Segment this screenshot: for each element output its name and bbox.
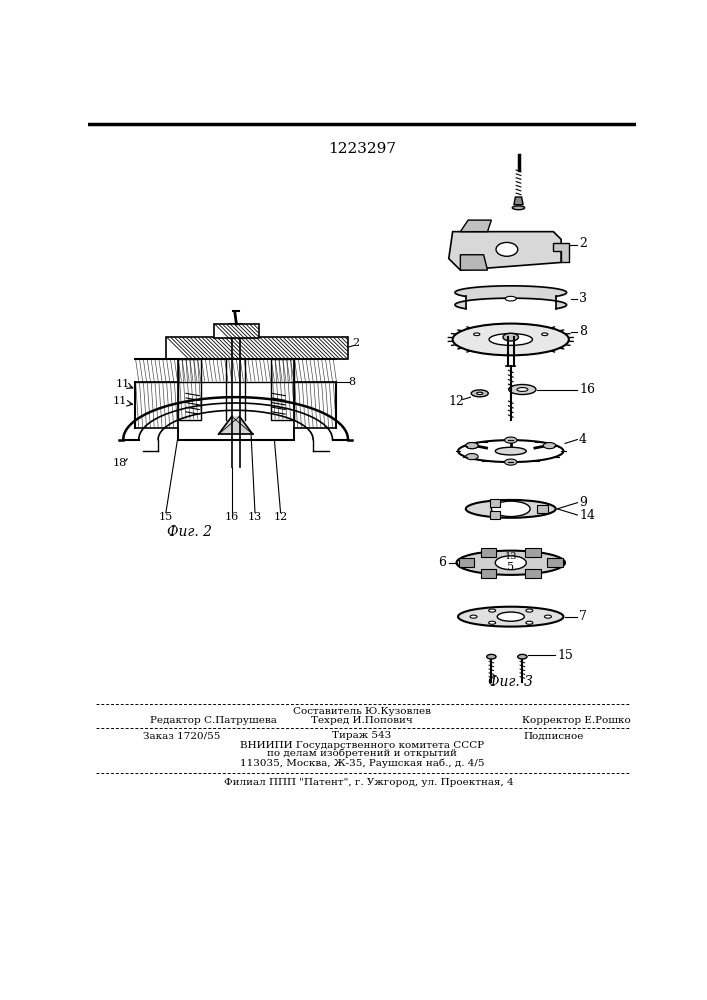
- Bar: [489, 499, 501, 507]
- Ellipse shape: [495, 447, 526, 455]
- Text: 5: 5: [507, 562, 514, 572]
- Text: по делам изобретений и открытий: по делам изобретений и открытий: [267, 749, 457, 758]
- Text: 4: 4: [579, 433, 587, 446]
- Text: 12: 12: [448, 395, 464, 408]
- Text: Заказ 1720/55: Заказ 1720/55: [143, 732, 220, 740]
- Polygon shape: [271, 359, 293, 420]
- Text: Корректор Е.Рошко: Корректор Е.Рошко: [522, 716, 631, 725]
- Polygon shape: [525, 548, 541, 557]
- Polygon shape: [547, 558, 563, 567]
- Polygon shape: [481, 569, 496, 578]
- Bar: [271, 359, 293, 420]
- Text: 7: 7: [579, 610, 587, 623]
- Polygon shape: [449, 232, 561, 270]
- Ellipse shape: [474, 333, 480, 336]
- Text: Подписное: Подписное: [523, 732, 583, 740]
- Text: 11: 11: [112, 396, 127, 406]
- Ellipse shape: [458, 607, 563, 627]
- Text: 9: 9: [579, 496, 587, 509]
- Polygon shape: [459, 558, 474, 567]
- Ellipse shape: [526, 621, 533, 624]
- Ellipse shape: [452, 324, 569, 355]
- Text: 18: 18: [112, 458, 127, 468]
- Text: Техред И.Попович: Техред И.Попович: [311, 716, 413, 725]
- Ellipse shape: [466, 443, 478, 449]
- Ellipse shape: [506, 296, 516, 301]
- Text: Составитель Ю.Кузовлев: Составитель Ю.Кузовлев: [293, 707, 431, 716]
- Ellipse shape: [503, 333, 518, 341]
- Text: 15: 15: [159, 512, 173, 522]
- Text: 113035, Москва, Ж-35, Раушская наб., д. 4/5: 113035, Москва, Ж-35, Раушская наб., д. …: [240, 758, 484, 768]
- Text: 11: 11: [116, 379, 130, 389]
- Ellipse shape: [466, 454, 478, 460]
- Text: 6: 6: [438, 556, 447, 569]
- Polygon shape: [135, 382, 177, 428]
- Ellipse shape: [505, 437, 517, 443]
- Ellipse shape: [489, 609, 496, 612]
- Bar: [166, 337, 348, 359]
- Bar: [537, 505, 548, 513]
- Text: 13: 13: [505, 552, 517, 561]
- Text: 8: 8: [579, 325, 587, 338]
- Text: 2: 2: [352, 338, 359, 348]
- Ellipse shape: [513, 206, 525, 210]
- Text: Фиг. 3: Фиг. 3: [489, 675, 533, 689]
- Text: 12: 12: [274, 512, 288, 522]
- Text: 15: 15: [557, 649, 573, 662]
- Text: Редактор С.Патрушева: Редактор С.Патрушева: [151, 716, 277, 725]
- Ellipse shape: [497, 612, 525, 621]
- Text: 2: 2: [579, 237, 587, 250]
- Text: 1223297: 1223297: [328, 142, 396, 156]
- Text: 14: 14: [579, 509, 595, 522]
- Polygon shape: [514, 197, 523, 205]
- Ellipse shape: [457, 551, 565, 575]
- Text: ВНИИПИ Государственного комитета СССР: ВНИИПИ Государственного комитета СССР: [240, 741, 484, 750]
- Polygon shape: [218, 416, 252, 434]
- Ellipse shape: [489, 334, 532, 345]
- Ellipse shape: [505, 459, 517, 465]
- Polygon shape: [293, 382, 337, 428]
- Polygon shape: [177, 359, 201, 420]
- Polygon shape: [525, 569, 541, 578]
- Ellipse shape: [544, 443, 556, 449]
- Ellipse shape: [458, 440, 563, 462]
- Ellipse shape: [544, 615, 551, 618]
- Bar: [177, 359, 201, 420]
- Ellipse shape: [495, 556, 526, 570]
- Ellipse shape: [466, 500, 556, 518]
- Polygon shape: [481, 548, 496, 557]
- Text: 16: 16: [579, 383, 595, 396]
- Ellipse shape: [518, 654, 527, 659]
- Polygon shape: [460, 220, 491, 232]
- Ellipse shape: [491, 501, 530, 517]
- Polygon shape: [554, 243, 569, 262]
- Ellipse shape: [472, 390, 489, 397]
- Polygon shape: [460, 255, 488, 270]
- Ellipse shape: [486, 654, 496, 659]
- Ellipse shape: [496, 242, 518, 256]
- Ellipse shape: [470, 615, 477, 618]
- Bar: [489, 511, 501, 519]
- Text: 8: 8: [349, 377, 356, 387]
- Text: 16: 16: [225, 512, 239, 522]
- Text: Фиг. 2: Фиг. 2: [167, 525, 211, 539]
- Polygon shape: [135, 359, 337, 382]
- Ellipse shape: [517, 388, 528, 391]
- Ellipse shape: [542, 333, 548, 336]
- Ellipse shape: [489, 621, 496, 624]
- Text: Филиал ППП "Патент", г. Ужгород, ул. Проектная, 4: Филиал ППП "Патент", г. Ужгород, ул. Про…: [224, 778, 513, 787]
- Text: 13: 13: [248, 512, 262, 522]
- Text: Тираж 543: Тираж 543: [332, 732, 392, 740]
- Ellipse shape: [466, 443, 478, 449]
- Bar: [214, 324, 259, 338]
- Ellipse shape: [526, 609, 533, 612]
- Ellipse shape: [509, 384, 536, 395]
- Text: 3: 3: [579, 292, 587, 305]
- Ellipse shape: [477, 392, 483, 395]
